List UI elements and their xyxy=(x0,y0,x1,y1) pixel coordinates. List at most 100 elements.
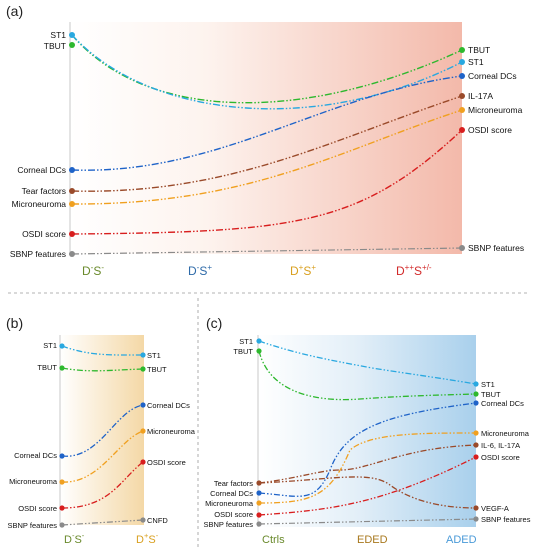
panel-a-right-label: SBNP features xyxy=(468,243,524,253)
panel-b-stage-label: D-S- xyxy=(64,531,85,546)
panel-a-dot-left-tear-factors xyxy=(69,188,75,194)
panel-a-stage-label: D-S- xyxy=(82,263,104,278)
panel-a-dot-right-st1 xyxy=(459,59,465,65)
panel-c-dot xyxy=(473,391,479,397)
panel-c-dot xyxy=(256,480,262,486)
panel-a-right-label: Microneuroma xyxy=(468,105,523,115)
panel-a-curve-microneuroma xyxy=(71,109,463,205)
panel-a-left-label: OSDI score xyxy=(22,229,66,239)
panel-c-right-label: TBUT xyxy=(481,390,501,399)
panel-a-dot-right-il17a xyxy=(459,93,465,99)
panel-c-stage-label: EDED xyxy=(357,534,388,546)
panel-c-right-label: ST1 xyxy=(481,380,495,389)
panel-a-right-label: ST1 xyxy=(468,57,484,67)
panel-b-left-label: ST1 xyxy=(43,341,57,350)
panel-a-dot-right-sbnp xyxy=(459,245,465,251)
panel-c-left-label: ST1 xyxy=(239,337,253,346)
panel-c-stage-label: ADED xyxy=(446,534,477,546)
panel-b-dot xyxy=(59,365,65,371)
panel-b-left-label: OSDI score xyxy=(18,504,57,513)
panel-a-stage-label: D-S+ xyxy=(188,263,212,278)
panel-a-curve-sbnp xyxy=(71,247,463,255)
panel-b-dot xyxy=(59,522,65,528)
panel-b-dot xyxy=(59,453,65,459)
panel-a-left-label: SBNP features xyxy=(10,249,66,259)
panel-c-dot xyxy=(473,516,479,522)
panel-b-dot xyxy=(59,479,65,485)
panel-b: (b) ST1 TBUT Corneal DCs Microneuroma OS… xyxy=(6,315,196,546)
panel-a-stage-label: D++S+/- xyxy=(396,263,432,278)
panel-c-letter: (c) xyxy=(206,315,222,331)
panel-a: (a) ST1 TBUT Corneal DCs Tear factors Mi… xyxy=(6,3,524,278)
panel-b-dot xyxy=(140,517,146,523)
panel-c-left-label: SBNP features xyxy=(204,520,254,529)
panel-c-dot xyxy=(256,512,262,518)
panel-b-curve-st1 xyxy=(61,345,144,356)
panel-c-curve-sbnp xyxy=(258,518,477,525)
panel-b-left-label: Microneuroma xyxy=(9,477,58,486)
panel-c-left-label: TBUT xyxy=(233,347,253,356)
panel-a-gradient-background xyxy=(70,22,462,254)
panel-c-left-label: Corneal DCs xyxy=(210,489,253,498)
panel-a-dot-left-tbut xyxy=(69,42,75,48)
panel-c-dot xyxy=(473,430,479,436)
panel-a-curve-tear-factors xyxy=(71,95,463,192)
panel-b-right-label: OSDI score xyxy=(147,458,186,467)
panel-a-dot-left-microneuroma xyxy=(69,201,75,207)
panel-a-curve-corneal-dcs xyxy=(71,75,463,171)
panel-c: (c) ST1 TBUT Tear factors Corneal DCs Mi… xyxy=(204,315,531,546)
panel-a-dot-left-sbnp xyxy=(69,251,75,257)
panel-a-dot-right-microneuroma xyxy=(459,107,465,113)
panel-a-stage-label: D+S+ xyxy=(290,263,316,278)
panel-a-curve-osdi-score xyxy=(71,129,463,235)
panel-b-left-label: Corneal DCs xyxy=(14,451,57,460)
panel-c-gradient-background xyxy=(258,335,476,527)
panel-a-left-label: ST1 xyxy=(50,30,66,40)
panel-b-dot xyxy=(59,343,65,349)
panel-c-curve-il6 xyxy=(258,444,477,484)
panel-c-right-label: SBNP features xyxy=(481,515,531,524)
panel-a-right-label: IL-17A xyxy=(468,91,493,101)
panel-a-left-label: Corneal DCs xyxy=(17,165,66,175)
panel-c-left-label: Tear factors xyxy=(214,479,253,488)
panel-c-right-label: IL-6, IL-17A xyxy=(481,441,520,450)
panel-c-curve-corneal-dcs xyxy=(258,402,477,497)
panel-c-dot xyxy=(256,348,262,354)
panel-a-dot-left-osdi xyxy=(69,231,75,237)
panel-b-letter: (b) xyxy=(6,315,23,331)
panel-b-left-label: SBNP features xyxy=(8,521,58,530)
panel-a-dot-right-tbut xyxy=(459,47,465,53)
panel-c-dot xyxy=(473,454,479,460)
panel-b-right-label: Corneal DCs xyxy=(147,401,190,410)
panel-c-left-label: Microneuroma xyxy=(205,499,254,508)
panel-c-curve-osdi xyxy=(258,456,477,516)
panel-b-right-label: ST1 xyxy=(147,351,161,360)
panel-a-right-label: TBUT xyxy=(468,45,490,55)
panel-b-dot xyxy=(59,505,65,511)
panel-c-curve-tbut xyxy=(258,350,477,401)
panel-c-right-label: VEGF-A xyxy=(481,504,509,513)
panel-c-dot xyxy=(256,338,262,344)
panel-a-right-label: Corneal DCs xyxy=(468,71,517,81)
panel-b-dot xyxy=(140,366,146,372)
panel-b-dot xyxy=(140,402,146,408)
panel-b-gradient-background xyxy=(60,335,144,525)
panel-a-dot-right-corneal-dcs xyxy=(459,73,465,79)
panel-b-dot xyxy=(140,352,146,358)
panel-a-letter: (a) xyxy=(6,3,23,19)
panel-c-dot xyxy=(473,505,479,511)
panel-c-dot xyxy=(256,521,262,527)
panel-c-dot xyxy=(473,442,479,448)
panel-b-left-label: TBUT xyxy=(37,363,57,372)
panel-a-left-label: TBUT xyxy=(44,41,66,51)
panel-c-dot xyxy=(256,500,262,506)
panel-c-right-label: OSDI score xyxy=(481,453,520,462)
panel-b-right-label: Microneuroma xyxy=(147,427,196,436)
panel-b-right-label: CNFD xyxy=(147,516,168,525)
panel-c-dot xyxy=(473,400,479,406)
panel-a-left-label: Microneuroma xyxy=(12,199,67,209)
panel-a-dot-left-corneal-dcs xyxy=(69,167,75,173)
panel-b-right-label: TBUT xyxy=(147,365,167,374)
panel-a-dot-right-osdi xyxy=(459,127,465,133)
